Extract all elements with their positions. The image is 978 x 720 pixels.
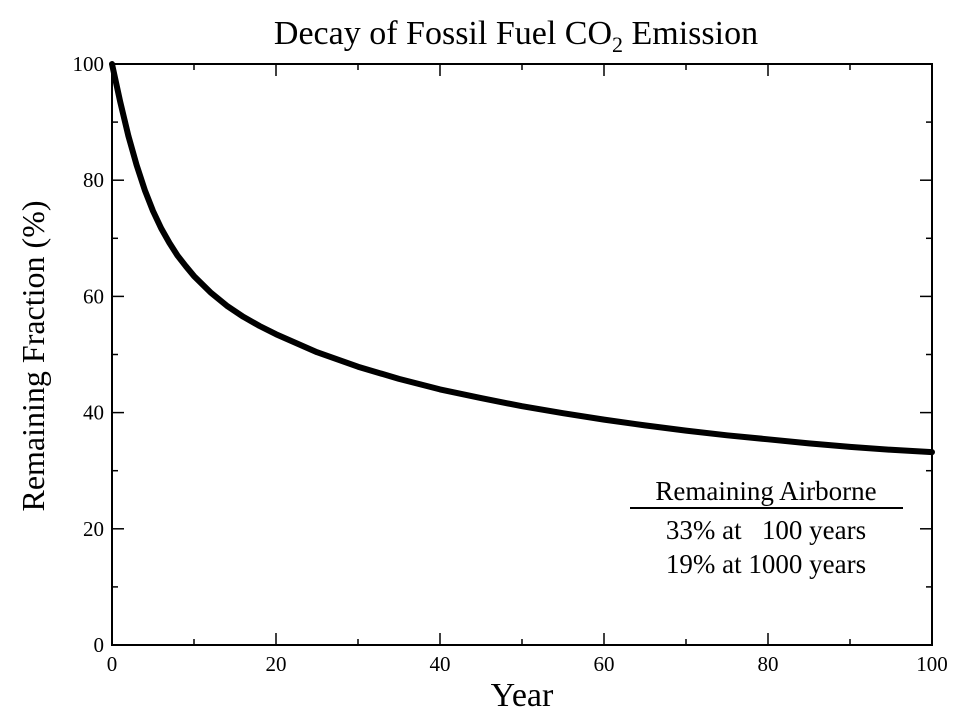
- x-tick-label: 80: [758, 652, 779, 676]
- annotation-box: Remaining Airborne 33% at 100 years 19% …: [630, 476, 903, 579]
- chart-title-subscript: 2: [612, 32, 623, 57]
- series-group: [109, 61, 935, 456]
- annotation-line-2: 19% at 1000 years: [666, 549, 866, 579]
- annotation-heading: Remaining Airborne: [655, 476, 876, 506]
- y-tick-label: 60: [83, 284, 104, 308]
- y-tick-label: 100: [73, 52, 105, 76]
- axes: 0 20 40 60 80 100 0 20 40 60 80 100: [73, 52, 948, 676]
- chart-title-rest: Emission: [623, 15, 758, 52]
- y-tick-label: 0: [94, 633, 105, 657]
- chart-title-main: Decay of Fossil Fuel CO: [274, 15, 612, 52]
- x-axis-label: Year: [491, 677, 554, 714]
- x-tick-label: 0: [107, 652, 118, 676]
- chart-title: Decay of Fossil Fuel CO2 Emission: [274, 15, 758, 57]
- x-tick-label: 20: [266, 652, 287, 676]
- y-axis-label: Remaining Fraction (%): [15, 200, 51, 511]
- y-tick-label: 80: [83, 168, 104, 192]
- x-tick-label: 60: [594, 652, 615, 676]
- x-tick-label: 100: [916, 652, 948, 676]
- x-tick-label: 40: [430, 652, 451, 676]
- y-tick-label: 20: [83, 517, 104, 541]
- decay-curve-line: [109, 61, 935, 456]
- y-tick-label: 40: [83, 401, 104, 425]
- annotation-line-1: 33% at 100 years: [666, 515, 866, 545]
